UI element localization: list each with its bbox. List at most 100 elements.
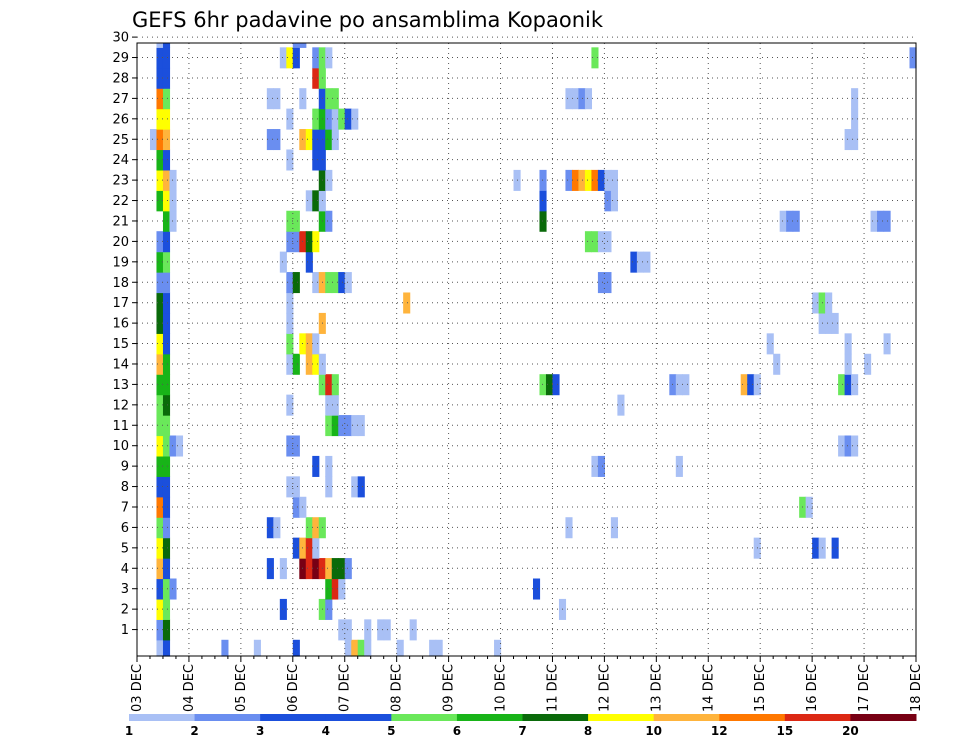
heatmap-cell: [286, 394, 294, 416]
heatmap-cell: [156, 537, 164, 559]
heatmap-cell: [162, 517, 171, 539]
x-tick-label: 06 DEC: [286, 664, 301, 712]
heatmap-cell: [325, 476, 333, 498]
heatmap-cell: [357, 476, 365, 498]
x-tick-label: 12 DEC: [597, 664, 612, 712]
heatmap-cell: [591, 231, 599, 253]
heatmap-cell: [844, 435, 852, 457]
heatmap-cell: [162, 496, 171, 518]
heatmap-cell: [273, 517, 281, 539]
x-tick-label: 15 DEC: [753, 664, 768, 712]
y-tick-label: 7: [121, 500, 129, 515]
heatmap-cell: [162, 292, 171, 314]
heatmap-cell: [435, 639, 443, 657]
heatmap-cell: [805, 496, 813, 518]
heatmap-cell: [825, 292, 833, 314]
colorbar-swatch: [129, 714, 196, 721]
y-tick-label: 28: [112, 71, 129, 86]
heatmap-cell: [630, 251, 638, 273]
heatmap-cell: [162, 353, 171, 375]
y-tick-label: 2: [121, 603, 129, 618]
colorbar-swatch: [391, 714, 458, 721]
heatmap-cell: [325, 558, 333, 580]
heatmap-cell: [279, 251, 287, 273]
heatmap-cell: [532, 578, 541, 600]
y-tick-label: 19: [112, 255, 129, 270]
heatmap-cell: [299, 43, 307, 48]
heatmap-cell: [331, 88, 339, 110]
y-tick-label: 12: [112, 398, 129, 413]
heatmap-cell: [331, 558, 339, 580]
heatmap-cell: [870, 210, 878, 232]
heatmap-cell: [396, 639, 404, 657]
heatmap-cell: [292, 639, 300, 657]
colorbar-label: 6: [453, 724, 461, 738]
heatmap-cell: [597, 169, 605, 191]
colorbar-label: 20: [842, 724, 859, 738]
heatmap-cell: [305, 537, 313, 559]
heatmap-cell: [221, 639, 229, 657]
heatmap-cell: [325, 455, 333, 477]
heatmap-cell: [156, 598, 164, 620]
heatmap-cell: [266, 129, 274, 151]
x-tick-label: 04 DEC: [182, 664, 197, 712]
colorbar-swatch: [456, 714, 523, 721]
heatmap-cell: [156, 333, 164, 355]
heatmap-cell: [747, 374, 755, 396]
heatmap-cell: [169, 169, 177, 191]
heatmap-cell: [162, 190, 171, 212]
heatmap-cell: [156, 190, 164, 212]
x-tick-label: 07 DEC: [338, 664, 353, 712]
heatmap-cell: [279, 598, 287, 620]
heatmap-cell: [156, 43, 164, 48]
heatmap-cell: [156, 292, 164, 314]
y-tick-label: 3: [121, 582, 129, 597]
heatmap-cell: [305, 231, 313, 253]
y-tick-label: 8: [121, 480, 129, 495]
heatmap-cell: [162, 67, 171, 89]
heatmap-cell: [162, 415, 171, 437]
heatmap-cell: [162, 455, 171, 477]
y-tick-label: 10: [112, 439, 129, 454]
heatmap-cell: [292, 231, 300, 253]
y-tick-label: 11: [112, 419, 129, 434]
heatmap-cell: [162, 394, 171, 416]
heatmap-cell: [344, 558, 352, 580]
heatmap-cell: [312, 231, 320, 253]
heatmap-cell: [292, 353, 300, 375]
heatmap-cell: [286, 108, 294, 130]
plot-frame: [136, 42, 917, 657]
heatmap-cell: [162, 88, 171, 110]
heatmap-cell: [156, 272, 164, 294]
colorbar-label: 3: [256, 724, 264, 738]
heatmap-cell: [162, 231, 171, 253]
heatmap-cell: [812, 537, 820, 559]
heatmap-cell: [286, 353, 294, 375]
colorbar-swatch: [850, 714, 917, 721]
heatmap-cell: [162, 476, 171, 498]
colorbar-swatch: [784, 714, 851, 721]
y-tick-label: 29: [112, 51, 129, 66]
colorbar-swatch: [653, 714, 720, 721]
heatmap-cell: [597, 272, 605, 294]
chart-title: GEFS 6hr padavine po ansamblima Kopaonik: [132, 8, 604, 32]
heatmap-cell: [675, 374, 683, 396]
y-tick-label: 14: [112, 357, 129, 372]
colorbar-label: 12: [711, 724, 728, 738]
heatmap-cell: [273, 129, 281, 151]
x-tick-label: 14 DEC: [701, 664, 716, 712]
heatmap-cell: [325, 129, 333, 151]
heatmap-cell: [844, 374, 852, 396]
y-tick-label: 26: [112, 112, 129, 127]
heatmap-cell: [325, 598, 333, 620]
y-tick-label: 20: [112, 235, 129, 250]
colorbar-label: 5: [387, 724, 395, 738]
heatmap-cell: [286, 292, 294, 314]
heatmap-cell: [539, 190, 547, 212]
x-tick-label: 03 DEC: [130, 664, 145, 712]
heatmap-cell: [156, 639, 164, 657]
heatmap-cell: [851, 88, 859, 110]
heatmap-cell: [740, 374, 748, 396]
heatmap-cell: [286, 435, 294, 457]
heatmap-cell: [169, 578, 177, 600]
